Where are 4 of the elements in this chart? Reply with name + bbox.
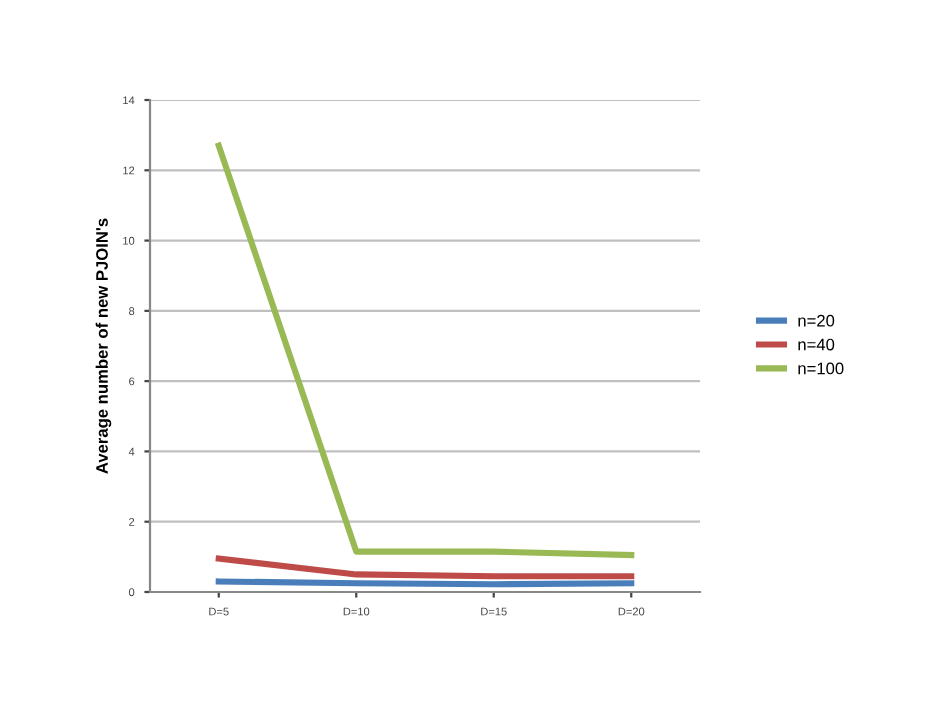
legend-label: n=100 <box>798 362 844 375</box>
legend-label: n=40 <box>798 338 835 351</box>
legend-label: n=20 <box>798 314 835 327</box>
y-axis-title: Average number of new PJOIN's <box>95 218 112 474</box>
